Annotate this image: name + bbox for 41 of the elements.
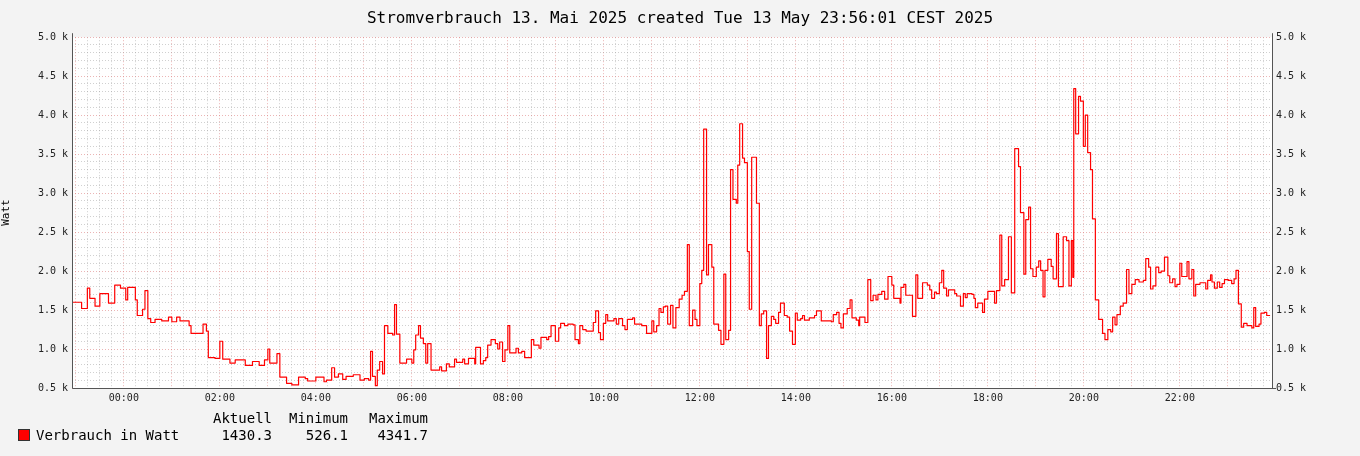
x-tick-label: 04:00	[300, 391, 331, 403]
x-tick-label: 16:00	[876, 391, 907, 403]
y-axis-title: Watt	[0, 199, 13, 226]
x-tick-label: 10:00	[588, 391, 619, 403]
chart-title: Stromverbrauch 13. Mai 2025 created Tue 13 May 23:56:01 CEST 2025	[366, 7, 994, 27]
x-tick-label: 00:00	[108, 391, 139, 403]
x-tick-label: 02:00	[204, 391, 235, 403]
y2-tick-label: 2.0 k	[1276, 264, 1307, 276]
y-tick-label: 5.0 k	[37, 30, 68, 42]
y2-tick-label: 2.5 k	[1276, 225, 1307, 237]
y2-tick-label: 4.0 k	[1276, 108, 1307, 120]
text: Maximum	[368, 410, 428, 426]
x-tick-label: 22:00	[1164, 391, 1195, 403]
text: 526.1	[304, 427, 348, 443]
text: 4341.7	[376, 427, 428, 443]
x-tick-label: 12:00	[684, 391, 715, 403]
y2-tick-label: 4.5 k	[1276, 69, 1307, 81]
x-tick-label: 18:00	[972, 391, 1003, 403]
y2-tick-label: 1.5 k	[1276, 303, 1307, 315]
y-tick-label: 0.5 k	[37, 381, 68, 393]
text: 1430.3	[220, 427, 272, 443]
y-tick-label: 2.5 k	[37, 225, 68, 237]
y-tick-label: 3.5 k	[37, 147, 68, 159]
y2-tick-label: 1.0 k	[1276, 342, 1307, 354]
legend-label: Verbrauch in Watt	[36, 427, 180, 443]
x-tick-label: 08:00	[492, 391, 523, 403]
y-tick-label: 2.0 k	[37, 264, 68, 276]
y-tick-label: 4.0 k	[37, 108, 68, 120]
y2-tick-label: 5.0 k	[1276, 30, 1307, 42]
text: Aktuell	[212, 410, 272, 426]
y-tick-label: 4.5 k	[37, 69, 68, 81]
y-tick-label: 3.0 k	[37, 186, 68, 198]
x-tick-label: 14:00	[780, 391, 811, 403]
text: Minimum	[288, 410, 348, 426]
y-tick-label: 1.0 k	[37, 342, 68, 354]
y2-tick-label: 3.0 k	[1276, 186, 1307, 198]
y2-tick-label: 3.5 k	[1276, 147, 1307, 159]
x-tick-label: 06:00	[396, 391, 427, 403]
y-tick-label: 1.5 k	[37, 303, 68, 315]
x-tick-label: 20:00	[1068, 391, 1099, 403]
y2-tick-label: 0.5 k	[1276, 381, 1307, 393]
